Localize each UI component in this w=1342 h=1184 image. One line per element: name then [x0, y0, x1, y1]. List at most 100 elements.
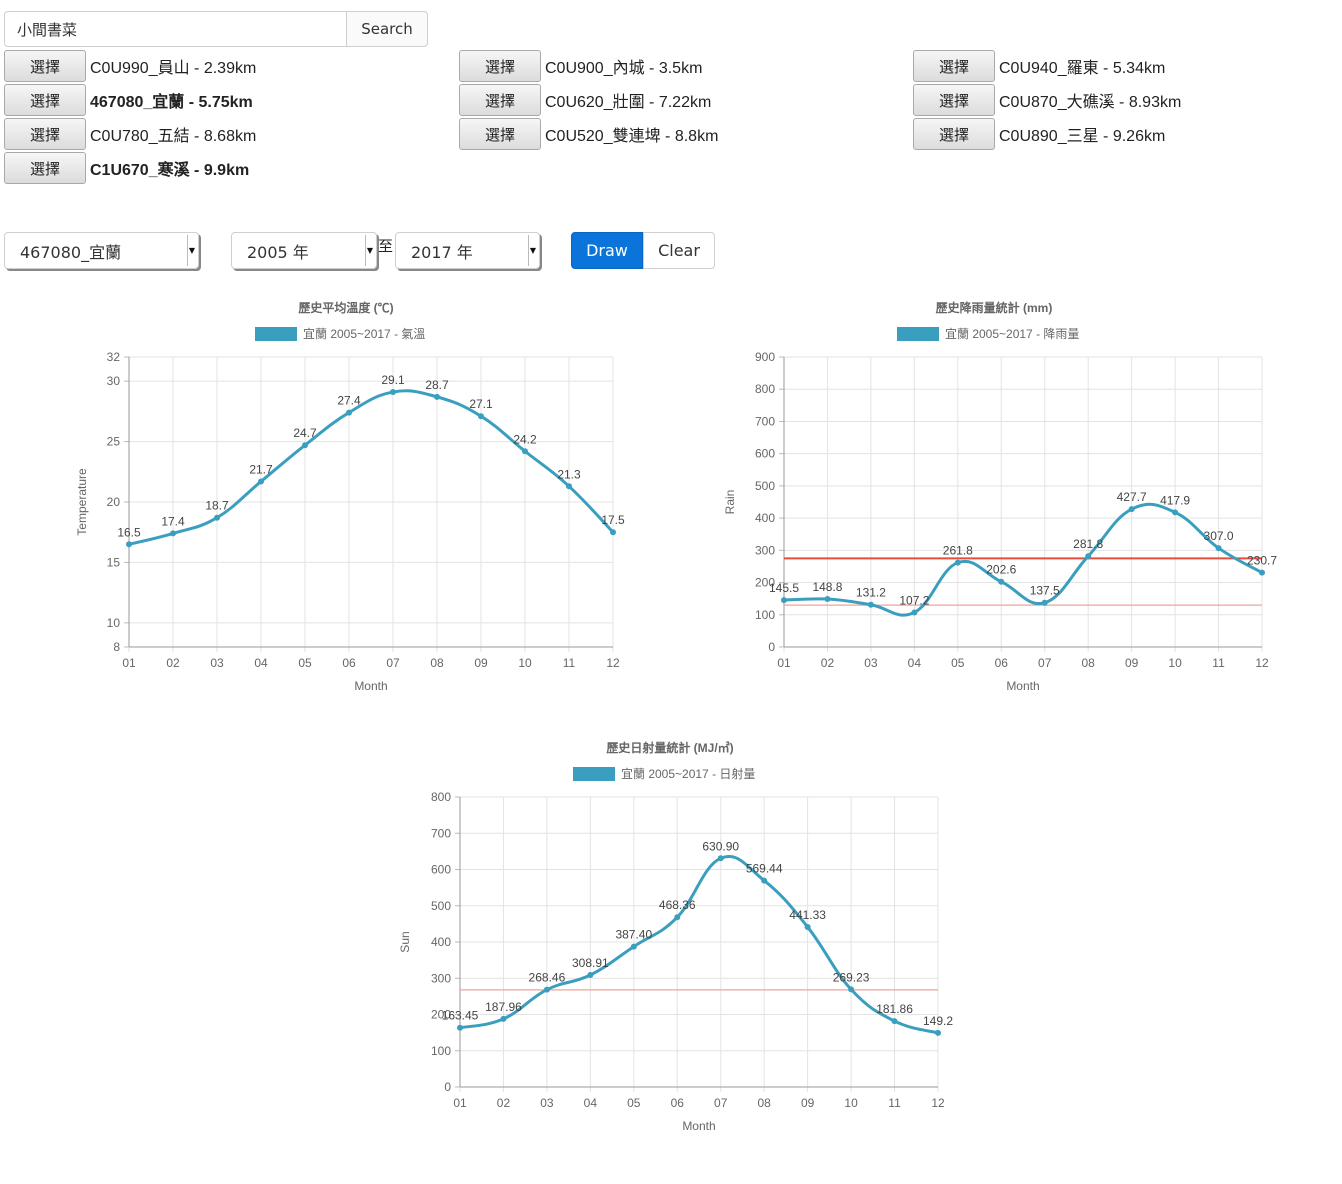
- x-tick-label: 10: [518, 656, 532, 670]
- search-button[interactable]: Search: [346, 11, 428, 47]
- y-axis-label: Temperature: [75, 468, 89, 536]
- data-point: [258, 478, 264, 485]
- station-item: 選擇 C0U620_壯圍 - 7.22km: [459, 84, 711, 116]
- legend-swatch: [573, 767, 615, 781]
- station-item: 選擇 C0U940_羅東 - 5.34km: [913, 50, 1165, 82]
- x-tick-label: 11: [563, 656, 576, 670]
- x-tick-label: 09: [474, 656, 488, 670]
- x-axis-label: Month: [682, 1119, 715, 1133]
- from-year-select[interactable]: 2005 年 ▼: [231, 232, 377, 269]
- station-label: C0U890_三星 - 9.26km: [999, 128, 1166, 145]
- data-point: [500, 1015, 507, 1022]
- y-axis-label: Sun: [398, 931, 412, 952]
- data-point: [346, 409, 352, 416]
- data-label: 131.2: [856, 586, 886, 600]
- clear-button[interactable]: Clear: [643, 232, 715, 269]
- x-tick-label: 08: [758, 1096, 772, 1110]
- data-point: [674, 914, 681, 921]
- data-point: [434, 393, 440, 400]
- data-point: [761, 877, 768, 884]
- data-point: [824, 596, 831, 603]
- select-station-button[interactable]: 選擇: [4, 50, 86, 82]
- data-label: 181.86: [876, 1002, 913, 1016]
- x-tick-label: 05: [627, 1096, 641, 1110]
- chevron-down-icon: ▼: [365, 235, 374, 266]
- data-label: 149.2: [923, 1014, 953, 1028]
- chart-title: 歷史日射量統計 (MJ/㎡): [606, 740, 733, 755]
- x-tick-label: 02: [821, 656, 835, 670]
- y-tick-label: 25: [107, 435, 121, 449]
- x-tick-label: 12: [931, 1096, 945, 1110]
- station-label: 467080_宜蘭 - 5.75km: [90, 94, 253, 111]
- x-tick-label: 03: [864, 656, 878, 670]
- x-tick-label: 04: [254, 656, 268, 670]
- station-label: C1U670_寒溪 - 9.9km: [90, 162, 250, 179]
- data-label: 268.46: [529, 971, 566, 985]
- station-item: 選擇 467080_宜蘭 - 5.75km: [4, 84, 253, 116]
- data-point: [126, 541, 132, 548]
- sun-chart: 歷史日射量統計 (MJ/㎡) 宜蘭 2005~2017 - 日射量 0 100 200 3…: [398, 740, 953, 1133]
- select-station-button[interactable]: 選擇: [459, 118, 541, 150]
- select-station-button[interactable]: 選擇: [4, 152, 86, 184]
- legend-label: 宜蘭 2005~2017 - 氣溫: [303, 326, 425, 341]
- x-tick-label: 03: [210, 656, 224, 670]
- search-input[interactable]: [4, 11, 346, 47]
- chevron-down-icon: ▼: [187, 235, 196, 266]
- data-label: 24.7: [293, 426, 317, 440]
- data-point: [1172, 509, 1179, 516]
- data-point: [954, 559, 961, 566]
- data-label: 17.4: [161, 514, 185, 528]
- station-label: C0U990_員山 - 2.39km: [90, 60, 257, 77]
- y-tick-label: 300: [755, 543, 775, 557]
- select-station-button[interactable]: 選擇: [913, 50, 995, 82]
- y-tick-label: 10: [107, 616, 121, 630]
- data-label: 569.44: [746, 862, 783, 876]
- station-select[interactable]: 467080_宜蘭 ▼: [4, 232, 199, 269]
- y-tick-label: 700: [431, 826, 451, 840]
- x-tick-label: 01: [453, 1096, 467, 1110]
- y-tick-label: 200: [755, 576, 775, 590]
- y-tick-label: 100: [431, 1044, 451, 1058]
- y-tick-label: 300: [431, 971, 451, 985]
- data-label: 18.7: [205, 499, 229, 513]
- x-axis-label: Month: [1006, 679, 1039, 693]
- data-point: [522, 448, 528, 455]
- select-station-button[interactable]: 選擇: [4, 118, 86, 150]
- select-station-button[interactable]: 選擇: [459, 50, 541, 82]
- data-label: 17.5: [601, 513, 625, 527]
- select-station-button[interactable]: 選擇: [4, 84, 86, 116]
- select-station-button[interactable]: 選擇: [913, 84, 995, 116]
- data-label: 24.2: [513, 432, 537, 446]
- y-tick-label: 600: [431, 863, 451, 877]
- data-point: [214, 514, 220, 521]
- x-tick-label: 01: [122, 656, 136, 670]
- x-tick-label: 06: [995, 656, 1009, 670]
- station-item: 選擇 C0U890_三星 - 9.26km: [913, 118, 1165, 150]
- y-tick-label: 800: [431, 790, 451, 804]
- data-label: 261.8: [943, 544, 973, 558]
- data-label: 387.40: [615, 928, 652, 942]
- y-tick-label: 600: [755, 447, 775, 461]
- select-station-button[interactable]: 選擇: [459, 84, 541, 116]
- y-tick-label: 200: [431, 1008, 451, 1022]
- y-tick-label: 500: [755, 479, 775, 493]
- y-tick-label: 700: [755, 414, 775, 428]
- x-tick-label: 08: [1082, 656, 1096, 670]
- data-label: 163.45: [442, 1009, 479, 1023]
- data-label: 21.3: [557, 467, 581, 481]
- x-tick-label: 02: [166, 656, 180, 670]
- draw-button[interactable]: Draw: [571, 232, 643, 269]
- data-label: 441.33: [789, 908, 826, 922]
- x-tick-label: 10: [844, 1096, 858, 1110]
- data-point: [566, 483, 572, 490]
- data-label: 107.2: [899, 593, 929, 607]
- data-label: 202.6: [986, 563, 1016, 577]
- to-year-select[interactable]: 2017 年 ▼: [395, 232, 540, 269]
- series-line: [459, 855, 939, 1035]
- station-label: C0U780_五結 - 8.68km: [90, 128, 257, 145]
- data-point: [390, 389, 396, 396]
- data-label: 137.5: [1030, 584, 1060, 598]
- x-tick-label: 12: [1255, 656, 1269, 670]
- select-station-button[interactable]: 選擇: [913, 118, 995, 150]
- data-point: [630, 943, 637, 950]
